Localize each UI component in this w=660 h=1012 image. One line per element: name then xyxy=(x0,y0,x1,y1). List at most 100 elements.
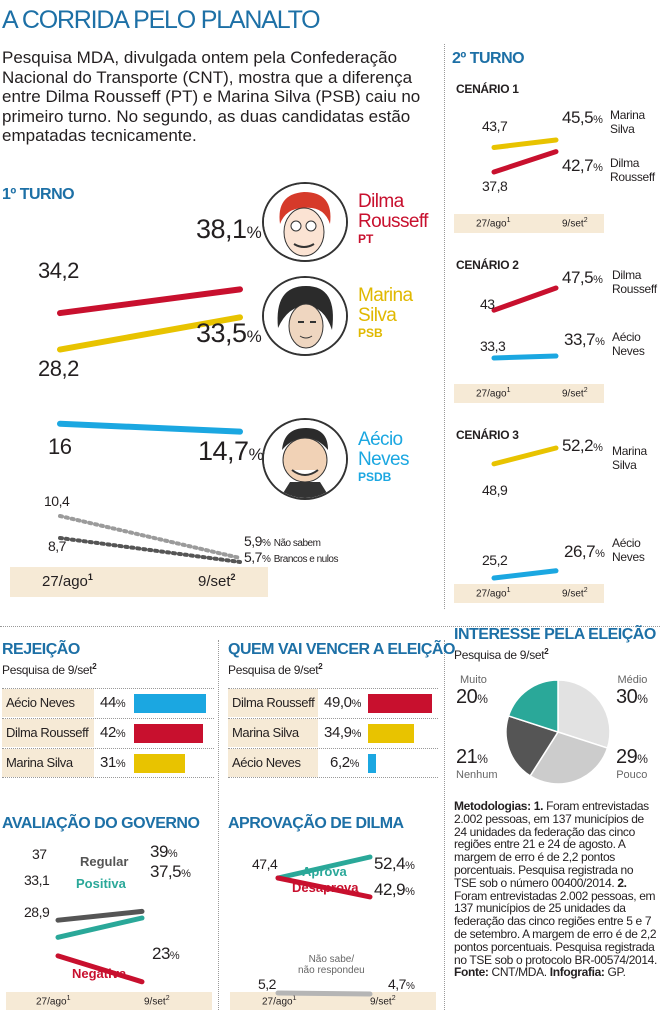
series-line-nao-sabem xyxy=(58,514,242,560)
nao-sabe-line xyxy=(275,990,373,997)
axis-start: 27/ago1 xyxy=(476,387,511,400)
nao-sabe-label: Não sabe/não respondeu xyxy=(298,954,365,976)
interest-pie xyxy=(505,679,611,785)
rejection-bar xyxy=(134,754,185,773)
pie-slice-nenhum xyxy=(505,714,560,777)
page-title: A CORRIDA PELO PLANALTO xyxy=(2,6,321,34)
government-title: AVALIAÇÃO DO GOVERNO xyxy=(2,815,200,832)
scenario-2-title: CENÁRIO 2 xyxy=(456,258,519,272)
axis-band xyxy=(6,992,212,1010)
aecio-name: Aécio Neves PSDB xyxy=(358,429,409,485)
column-divider xyxy=(444,640,445,1010)
scenario-1-dilma-line xyxy=(491,149,559,175)
who-wins-table: Dilma Rousseff 49,0% Marina Silva 34,9% … xyxy=(228,688,438,778)
who-wins-value: 49,0% xyxy=(324,694,361,711)
who-wins-bar xyxy=(368,694,432,713)
table-row: Marina Silva 31% xyxy=(2,748,214,778)
scenario-3-marina-line xyxy=(491,445,559,467)
aprova-label: Aprova xyxy=(302,864,347,879)
table-row: Dilma Rousseff 49,0% xyxy=(228,688,438,718)
who-wins-bar xyxy=(368,754,377,773)
nao-sabem-start: 10,4 xyxy=(44,493,70,509)
aprova-start: 47,4 xyxy=(252,856,278,872)
rejection-table: Aécio Neves 44% Dilma Rousseff 42% Marin… xyxy=(2,688,214,778)
regular-line xyxy=(55,908,145,923)
rejection-subtitle: Pesquisa de 9/set2 xyxy=(2,662,97,677)
series-line-aecio xyxy=(57,420,243,435)
pie-label-muito: Muito 20% xyxy=(456,674,488,708)
s2-dilma-name: Dilma Rousseff xyxy=(612,268,657,296)
positiva-start: 33,1 xyxy=(24,872,50,888)
negativa-label: Negativa xyxy=(72,966,127,981)
positiva-label: Positiva xyxy=(76,876,126,891)
first-round-title: 1º TURNO xyxy=(2,186,75,203)
s3-marina-end: 52,2% xyxy=(562,436,603,455)
axis-start: 27/ago1 xyxy=(42,572,93,590)
who-wins-name: Dilma Rousseff xyxy=(228,689,318,717)
s2-aecio-name: Aécio Neves xyxy=(612,330,645,358)
rejection-value: 31% xyxy=(100,754,126,771)
aecio-end-label: 14,7% xyxy=(198,436,264,466)
table-row: Dilma Rousseff 42% xyxy=(2,718,214,748)
axis-end: 9/set2 xyxy=(562,587,588,600)
rejection-name: Aécio Neves xyxy=(2,689,94,717)
dilma-end-label: 38,1% xyxy=(196,214,262,244)
who-wins-subtitle: Pesquisa de 9/set2 xyxy=(228,662,323,677)
marina-caricature xyxy=(262,276,348,356)
who-wins-name: Aécio Neves xyxy=(228,749,318,777)
aecio-caricature xyxy=(262,418,348,500)
nao-sabem-end: 5,9% Não sabem xyxy=(244,533,321,549)
second-round-chart xyxy=(491,137,559,581)
who-wins-title: QUEM VAI VENCER A ELEIÇÃO xyxy=(228,641,455,658)
who-wins-value: 6,2% xyxy=(330,754,360,771)
s1-dilma-start: 37,8 xyxy=(482,178,508,194)
s1-marina-name: Marina Silva xyxy=(610,108,645,136)
s1-marina-end: 45,5% xyxy=(562,108,603,127)
s3-aecio-name: Aécio Neves xyxy=(612,536,645,564)
positiva-end: 37,5% xyxy=(150,862,191,881)
desaprova-end: 42,9% xyxy=(374,880,415,899)
rejection-bar xyxy=(134,694,206,713)
column-divider xyxy=(444,44,445,609)
axis-start: 27/ago1 xyxy=(36,995,71,1008)
lead-text: Pesquisa MDA, divulgada ontem pela Confe… xyxy=(2,48,421,145)
scenario-2-aecio-line xyxy=(491,353,559,361)
rejection-name: Marina Silva xyxy=(2,749,94,777)
s2-aecio-end: 33,7% xyxy=(564,330,605,349)
dilma-start-label: 34,2 xyxy=(38,258,79,283)
approval-title: APROVAÇÃO DE DILMA xyxy=(228,815,404,832)
aprova-line xyxy=(275,854,373,881)
axis-band xyxy=(454,584,604,603)
regular-start: 37 xyxy=(32,846,47,862)
scenario-1-title: CENÁRIO 1 xyxy=(456,82,519,96)
series-line-dilma xyxy=(57,286,243,317)
axis-end: 9/set2 xyxy=(198,572,236,590)
axis-end: 9/set2 xyxy=(144,995,170,1008)
s1-marina-start: 43,7 xyxy=(482,118,508,134)
table-row: Aécio Neves 6,2% xyxy=(228,748,438,778)
rejection-title: REJEIÇÃO xyxy=(2,641,80,658)
rejection-name: Dilma Rousseff xyxy=(2,719,94,747)
dilma-name: Dilma Rousseff PT xyxy=(358,191,428,247)
aprova-end: 52,4% xyxy=(374,854,415,873)
brancos-end: 5,7% Brancos e nulos xyxy=(244,549,338,565)
negativa-start: 28,9 xyxy=(24,904,50,920)
s1-dilma-name: Dilma Rousseff xyxy=(610,156,655,184)
desaprova-line xyxy=(275,875,373,900)
who-wins-value: 34,9% xyxy=(324,724,361,741)
positiva-line xyxy=(55,915,145,940)
marina-start-label: 28,2 xyxy=(38,356,79,381)
s2-dilma-end: 47,5% xyxy=(562,268,603,287)
s3-marina-name: Marina Silva xyxy=(612,444,647,472)
interest-subtitle: Pesquisa de 9/set2 xyxy=(454,647,549,662)
dilma-caricature xyxy=(262,182,348,262)
scenario-1-marina-line xyxy=(491,137,559,150)
approval-chart xyxy=(275,854,373,997)
axis-end: 9/set2 xyxy=(562,387,588,400)
s2-aecio-start: 33,3 xyxy=(480,338,506,354)
axis-band xyxy=(10,567,268,597)
axis-start: 27/ago1 xyxy=(476,587,511,600)
second-round-title: 2º TURNO xyxy=(452,50,525,67)
marina-end-label: 33,5% xyxy=(196,318,262,348)
axis-end: 9/set2 xyxy=(370,995,396,1008)
